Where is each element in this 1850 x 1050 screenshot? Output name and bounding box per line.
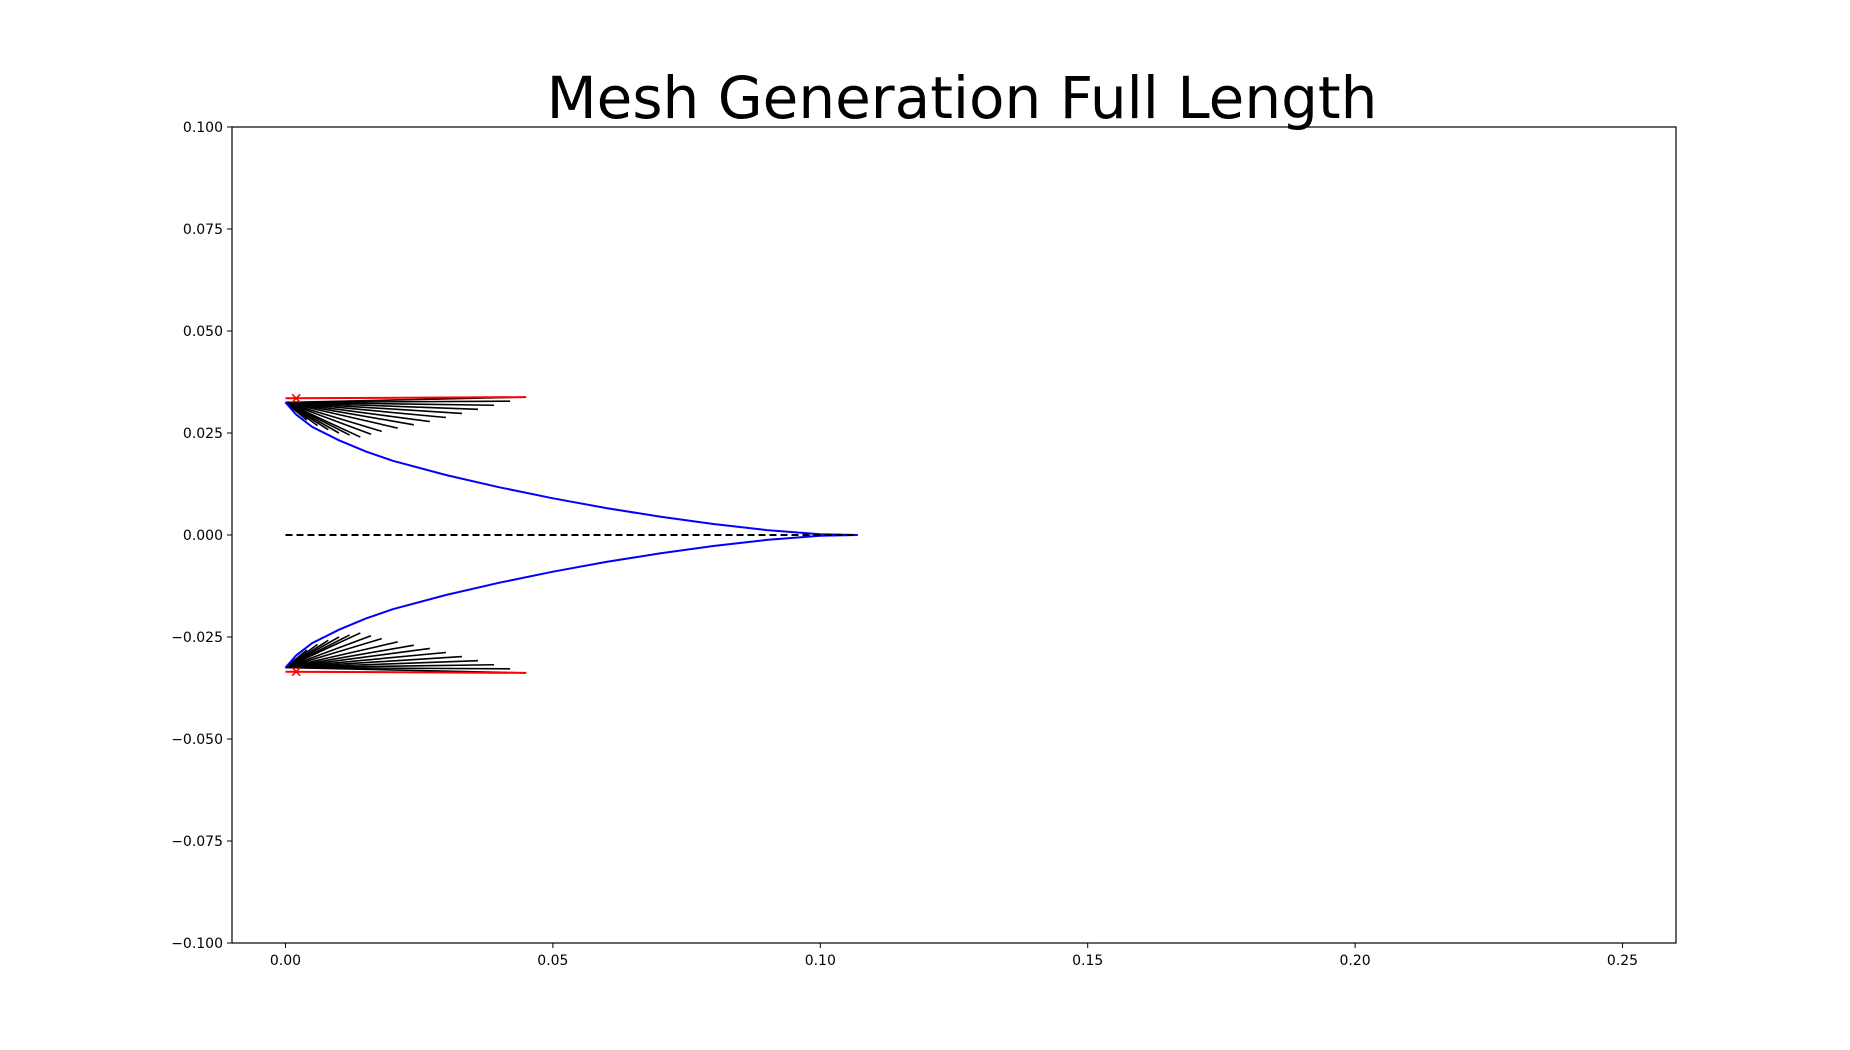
mesh-line-lower-10 bbox=[285, 635, 372, 669]
x-marker-1 bbox=[291, 667, 301, 677]
mesh-line-lower-7 bbox=[285, 644, 414, 669]
x-tick-label-1: 0.05 bbox=[537, 953, 568, 969]
mesh-line-lower-6 bbox=[285, 647, 430, 669]
series-line-3 bbox=[285, 670, 527, 674]
axes-frame bbox=[231, 126, 1677, 944]
x-tick-label-3: 0.15 bbox=[1072, 953, 1103, 969]
y-tick-label-7: −0.075 bbox=[171, 834, 223, 850]
chart-title: Mesh Generation Full Length bbox=[547, 64, 1378, 132]
x-tick-label-2: 0.10 bbox=[805, 953, 836, 969]
y-tick-label-5: −0.025 bbox=[171, 630, 223, 646]
mesh-line-upper-10 bbox=[285, 401, 372, 435]
x-tick-label-0: 0.00 bbox=[270, 953, 301, 969]
y-axis: 0.100 0.075 0.050 0.025 0.000 −0.025 −0.050 −0.… bbox=[171, 120, 232, 952]
series-line-2 bbox=[285, 396, 527, 400]
mesh-line-lower-4 bbox=[285, 655, 463, 669]
mesh-line-upper-8 bbox=[285, 401, 398, 429]
x-tick-label-4: 0.20 bbox=[1340, 953, 1371, 969]
y-tick-label-6: −0.050 bbox=[171, 732, 223, 748]
x-marker-0 bbox=[291, 393, 301, 403]
mesh-line-upper-5 bbox=[285, 401, 447, 419]
mesh-line-upper-6 bbox=[285, 401, 430, 423]
mesh-line-upper-7 bbox=[285, 401, 414, 426]
mesh-line-lower-3 bbox=[285, 659, 479, 669]
mesh-line-upper-4 bbox=[285, 401, 463, 415]
x-axis: 0.00 0.05 0.10 0.15 0.20 0.25 bbox=[270, 943, 1638, 969]
mesh-line-lower-9 bbox=[285, 637, 382, 669]
x-tick-label-5: 0.25 bbox=[1607, 953, 1638, 969]
y-tick-label-1: 0.075 bbox=[183, 222, 223, 238]
plot-area bbox=[284, 393, 858, 677]
y-tick-label-4: 0.000 bbox=[183, 528, 223, 544]
y-tick-label-3: 0.025 bbox=[183, 426, 223, 442]
mesh-line-upper-9 bbox=[285, 401, 382, 433]
mesh-line-upper-3 bbox=[285, 401, 479, 411]
y-tick-label-8: −0.100 bbox=[171, 936, 223, 952]
y-tick-label-0: 0.100 bbox=[183, 120, 223, 136]
mesh-line-lower-8 bbox=[285, 641, 398, 669]
y-tick-label-2: 0.050 bbox=[183, 324, 223, 340]
mesh-line-lower-5 bbox=[285, 651, 447, 669]
